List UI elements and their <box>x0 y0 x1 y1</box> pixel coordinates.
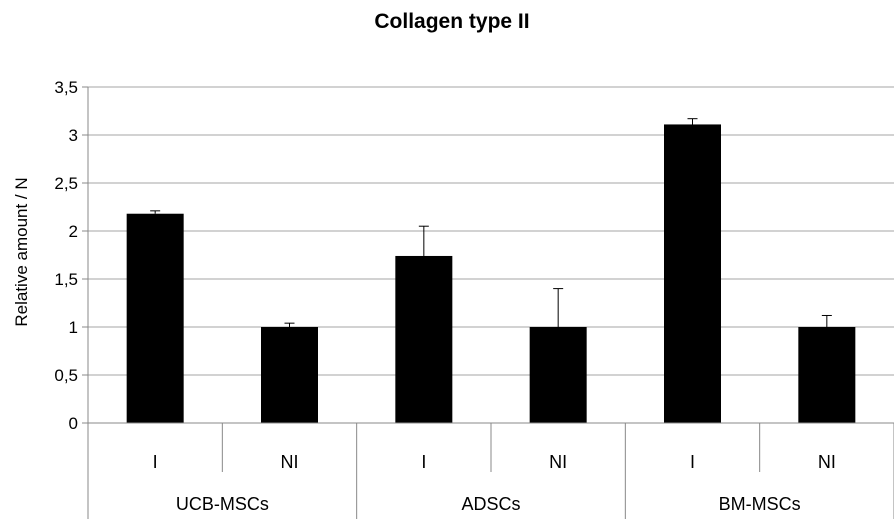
y-tick-label: 1,5 <box>54 270 78 289</box>
y-tick-label: 3 <box>69 126 78 145</box>
category-label: I <box>421 452 426 472</box>
category-label: NI <box>281 452 299 472</box>
y-tick-label: 1 <box>69 318 78 337</box>
category-label: I <box>153 452 158 472</box>
bar <box>798 327 856 423</box>
y-tick-label: 0,5 <box>54 366 78 385</box>
category-label: I <box>690 452 695 472</box>
group-label: ADSCs <box>461 494 520 514</box>
category-label: NI <box>818 452 836 472</box>
y-tick-label: 2 <box>69 222 78 241</box>
bar <box>126 213 184 423</box>
bar <box>664 124 721 423</box>
group-label: UCB-MSCs <box>176 494 269 514</box>
bar <box>261 327 318 423</box>
y-axis-label: Relative amount / N <box>12 177 31 326</box>
bar <box>395 255 453 423</box>
group-label: BM-MSCs <box>719 494 801 514</box>
chart-title: Collagen type II <box>374 10 529 33</box>
gridlines <box>88 86 894 376</box>
bar <box>529 327 587 423</box>
y-tick-label: 2,5 <box>54 174 78 193</box>
bars <box>126 118 856 423</box>
y-axis: 0 0,5 1 1,5 2 2,5 3 3,5 <box>54 78 89 433</box>
x-axis: I NI I NI I NI UCB-MSCs ADSCs BM-MSCs <box>87 422 894 519</box>
y-tick-label: 3,5 <box>54 78 78 97</box>
category-label: NI <box>549 452 567 472</box>
y-tick-label: 0 <box>69 414 78 433</box>
